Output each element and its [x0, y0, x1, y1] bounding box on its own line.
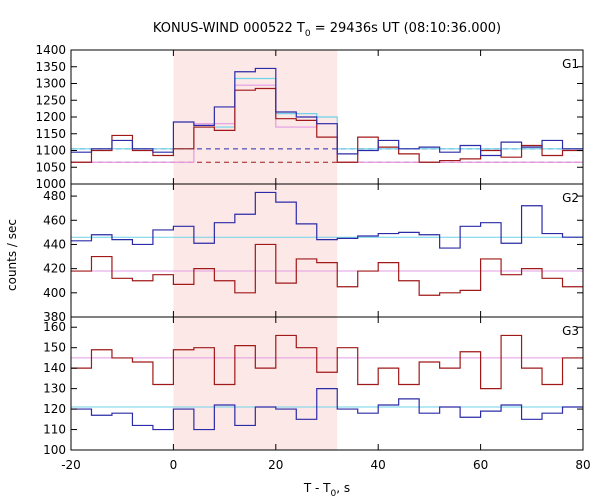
g3-ytick-label: 160: [43, 320, 66, 334]
chart-title-subscript: 0: [305, 29, 311, 39]
chart-title-main: KONUS-WIND 000522 T: [153, 21, 305, 36]
g3-series-red: [71, 334, 583, 390]
g3-frame: [70, 316, 584, 451]
g1-ytick-label: 1100: [35, 144, 66, 158]
g1-ytick-label: 1250: [35, 93, 66, 107]
g2-series-red: [71, 243, 583, 296]
chart-title: KONUS-WIND 000522 T0 = 29436s UT (08:10:…: [153, 21, 501, 39]
g2-ytick-label: 440: [43, 237, 66, 251]
x-axis-label-rest: , s: [336, 481, 350, 495]
g1-series-red: [71, 87, 583, 163]
g2-ytick-label: 480: [43, 189, 66, 203]
g1-ytick-label: 1000: [35, 177, 66, 191]
g2-ytick-label: 400: [43, 286, 66, 300]
x-tick-label: -20: [61, 458, 81, 472]
g3-ytick-label: 130: [43, 382, 66, 396]
x-tick-label: 80: [575, 458, 590, 472]
g3-panel-label: G3: [562, 324, 579, 338]
g2-ytick-label: 420: [43, 262, 66, 276]
y-axis-label: counts / sec: [5, 219, 19, 291]
g1-ytick-label: 1200: [35, 110, 66, 124]
g3-ytick-label: 150: [43, 341, 66, 355]
g1-panel-label: G1: [562, 57, 579, 71]
g3-ytick-label: 120: [43, 402, 66, 416]
g2-ytick-label: 460: [43, 213, 66, 227]
x-tick-label: 0: [170, 458, 178, 472]
g3-ytick-label: 100: [43, 443, 66, 457]
chart-title-rest: = 29436s UT (08:10:36.000): [311, 21, 501, 36]
g1-ytick-label: 1050: [35, 160, 66, 174]
g1-ytick-label: 1150: [35, 127, 66, 141]
g2-ytick-label: 380: [43, 310, 66, 324]
g1-ytick-label: 1350: [35, 60, 66, 74]
panels-group: 100010501100115012001250130013501400G138…: [35, 43, 590, 472]
g1-ytick-label: 1300: [35, 77, 66, 91]
x-axis-label: T - T0, s: [303, 481, 350, 499]
g3-ytick-label: 110: [43, 423, 66, 437]
g3-ytick-label: 140: [43, 361, 66, 375]
x-axis-label-subscript: 0: [331, 489, 337, 499]
g3-series-blue: [71, 388, 583, 431]
g1-ytick-label: 1400: [35, 43, 66, 57]
x-tick-label: 20: [268, 458, 283, 472]
g1-series-blue: [71, 67, 583, 157]
x-axis-label-main: T - T: [303, 481, 331, 495]
x-tick-label: 40: [371, 458, 386, 472]
g2-series-blue: [71, 191, 583, 249]
g2-panel-label: G2: [562, 191, 579, 205]
x-tick-label: 60: [473, 458, 488, 472]
